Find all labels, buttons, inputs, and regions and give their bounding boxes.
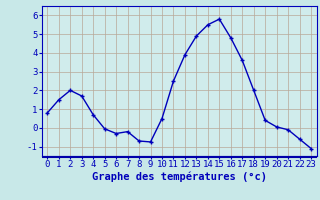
X-axis label: Graphe des températures (°c): Graphe des températures (°c) xyxy=(92,172,267,182)
